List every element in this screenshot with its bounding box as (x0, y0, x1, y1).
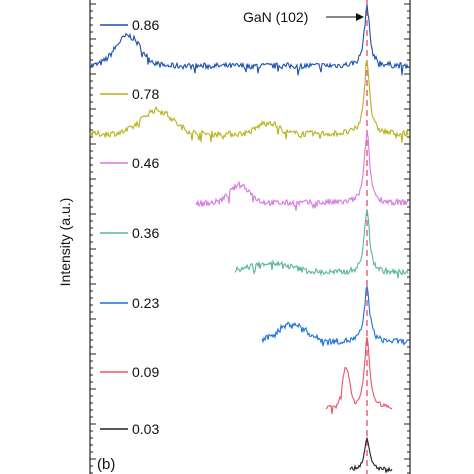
series-0.46: 0.46 (100, 131, 409, 211)
legend-label: 0.09 (132, 364, 159, 380)
panel-label: (b) (97, 456, 115, 473)
legend-label: 0.86 (132, 17, 159, 33)
series-0.03: 0.03 (100, 421, 393, 473)
series-line (261, 286, 409, 347)
series-line (325, 336, 393, 415)
series-line (195, 131, 409, 211)
plot-frame (89, 0, 411, 474)
series-layer: 0.86 0.78 0.46 0.36 0.23 0.09 0.03 (89, 4, 409, 473)
legend-label: 0.23 (132, 295, 159, 311)
reference-peak-annotation: GaN (102) (243, 9, 308, 25)
left-axis-ticks (90, 3, 96, 474)
series-line (349, 436, 393, 473)
series-0.86: 0.86 (89, 4, 409, 76)
annotation-arrow (326, 13, 364, 21)
series-line (234, 209, 409, 279)
series-0.09: 0.09 (100, 336, 393, 415)
series-line (89, 4, 409, 76)
legend-label: 0.03 (132, 421, 159, 437)
series-0.23: 0.23 (100, 286, 409, 347)
legend-label: 0.78 (132, 86, 159, 102)
series-0.78: 0.78 (89, 58, 409, 143)
legend-label: 0.46 (132, 155, 159, 171)
y-axis-label: Intensity (a.u.) (57, 198, 73, 287)
right-axis-ticks (404, 3, 410, 474)
series-0.36: 0.36 (100, 209, 409, 279)
legend-label: 0.36 (132, 225, 159, 241)
series-line (89, 58, 409, 143)
